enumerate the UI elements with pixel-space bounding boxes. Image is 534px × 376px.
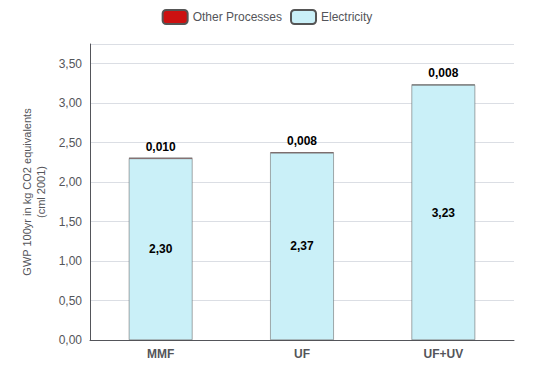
svg-text:3,50: 3,50 bbox=[59, 57, 83, 71]
svg-text:0,00: 0,00 bbox=[59, 333, 83, 347]
svg-text:1,50: 1,50 bbox=[59, 215, 83, 229]
svg-text:UF: UF bbox=[294, 347, 310, 361]
svg-text:2,50: 2,50 bbox=[59, 136, 83, 150]
svg-text:3,23: 3,23 bbox=[432, 206, 456, 220]
svg-text:(cml 2001): (cml 2001) bbox=[35, 166, 47, 218]
svg-text:3,00: 3,00 bbox=[59, 96, 83, 110]
svg-text:Other Processes: Other Processes bbox=[193, 10, 282, 24]
svg-text:GWP 100yr in kg CO2 equivalent: GWP 100yr in kg CO2 equivalents bbox=[21, 108, 33, 276]
svg-text:0,010: 0,010 bbox=[146, 140, 176, 154]
svg-text:2,37: 2,37 bbox=[290, 239, 314, 253]
svg-text:UF+UV: UF+UV bbox=[423, 347, 463, 361]
svg-text:MMF: MMF bbox=[147, 347, 174, 361]
svg-text:0,008: 0,008 bbox=[287, 134, 317, 148]
svg-text:0,008: 0,008 bbox=[428, 66, 458, 80]
svg-text:Electricity: Electricity bbox=[321, 10, 372, 24]
svg-text:1,00: 1,00 bbox=[59, 254, 83, 268]
svg-text:2,00: 2,00 bbox=[59, 175, 83, 189]
svg-text:0,50: 0,50 bbox=[59, 294, 83, 308]
svg-text:2,30: 2,30 bbox=[149, 242, 173, 256]
